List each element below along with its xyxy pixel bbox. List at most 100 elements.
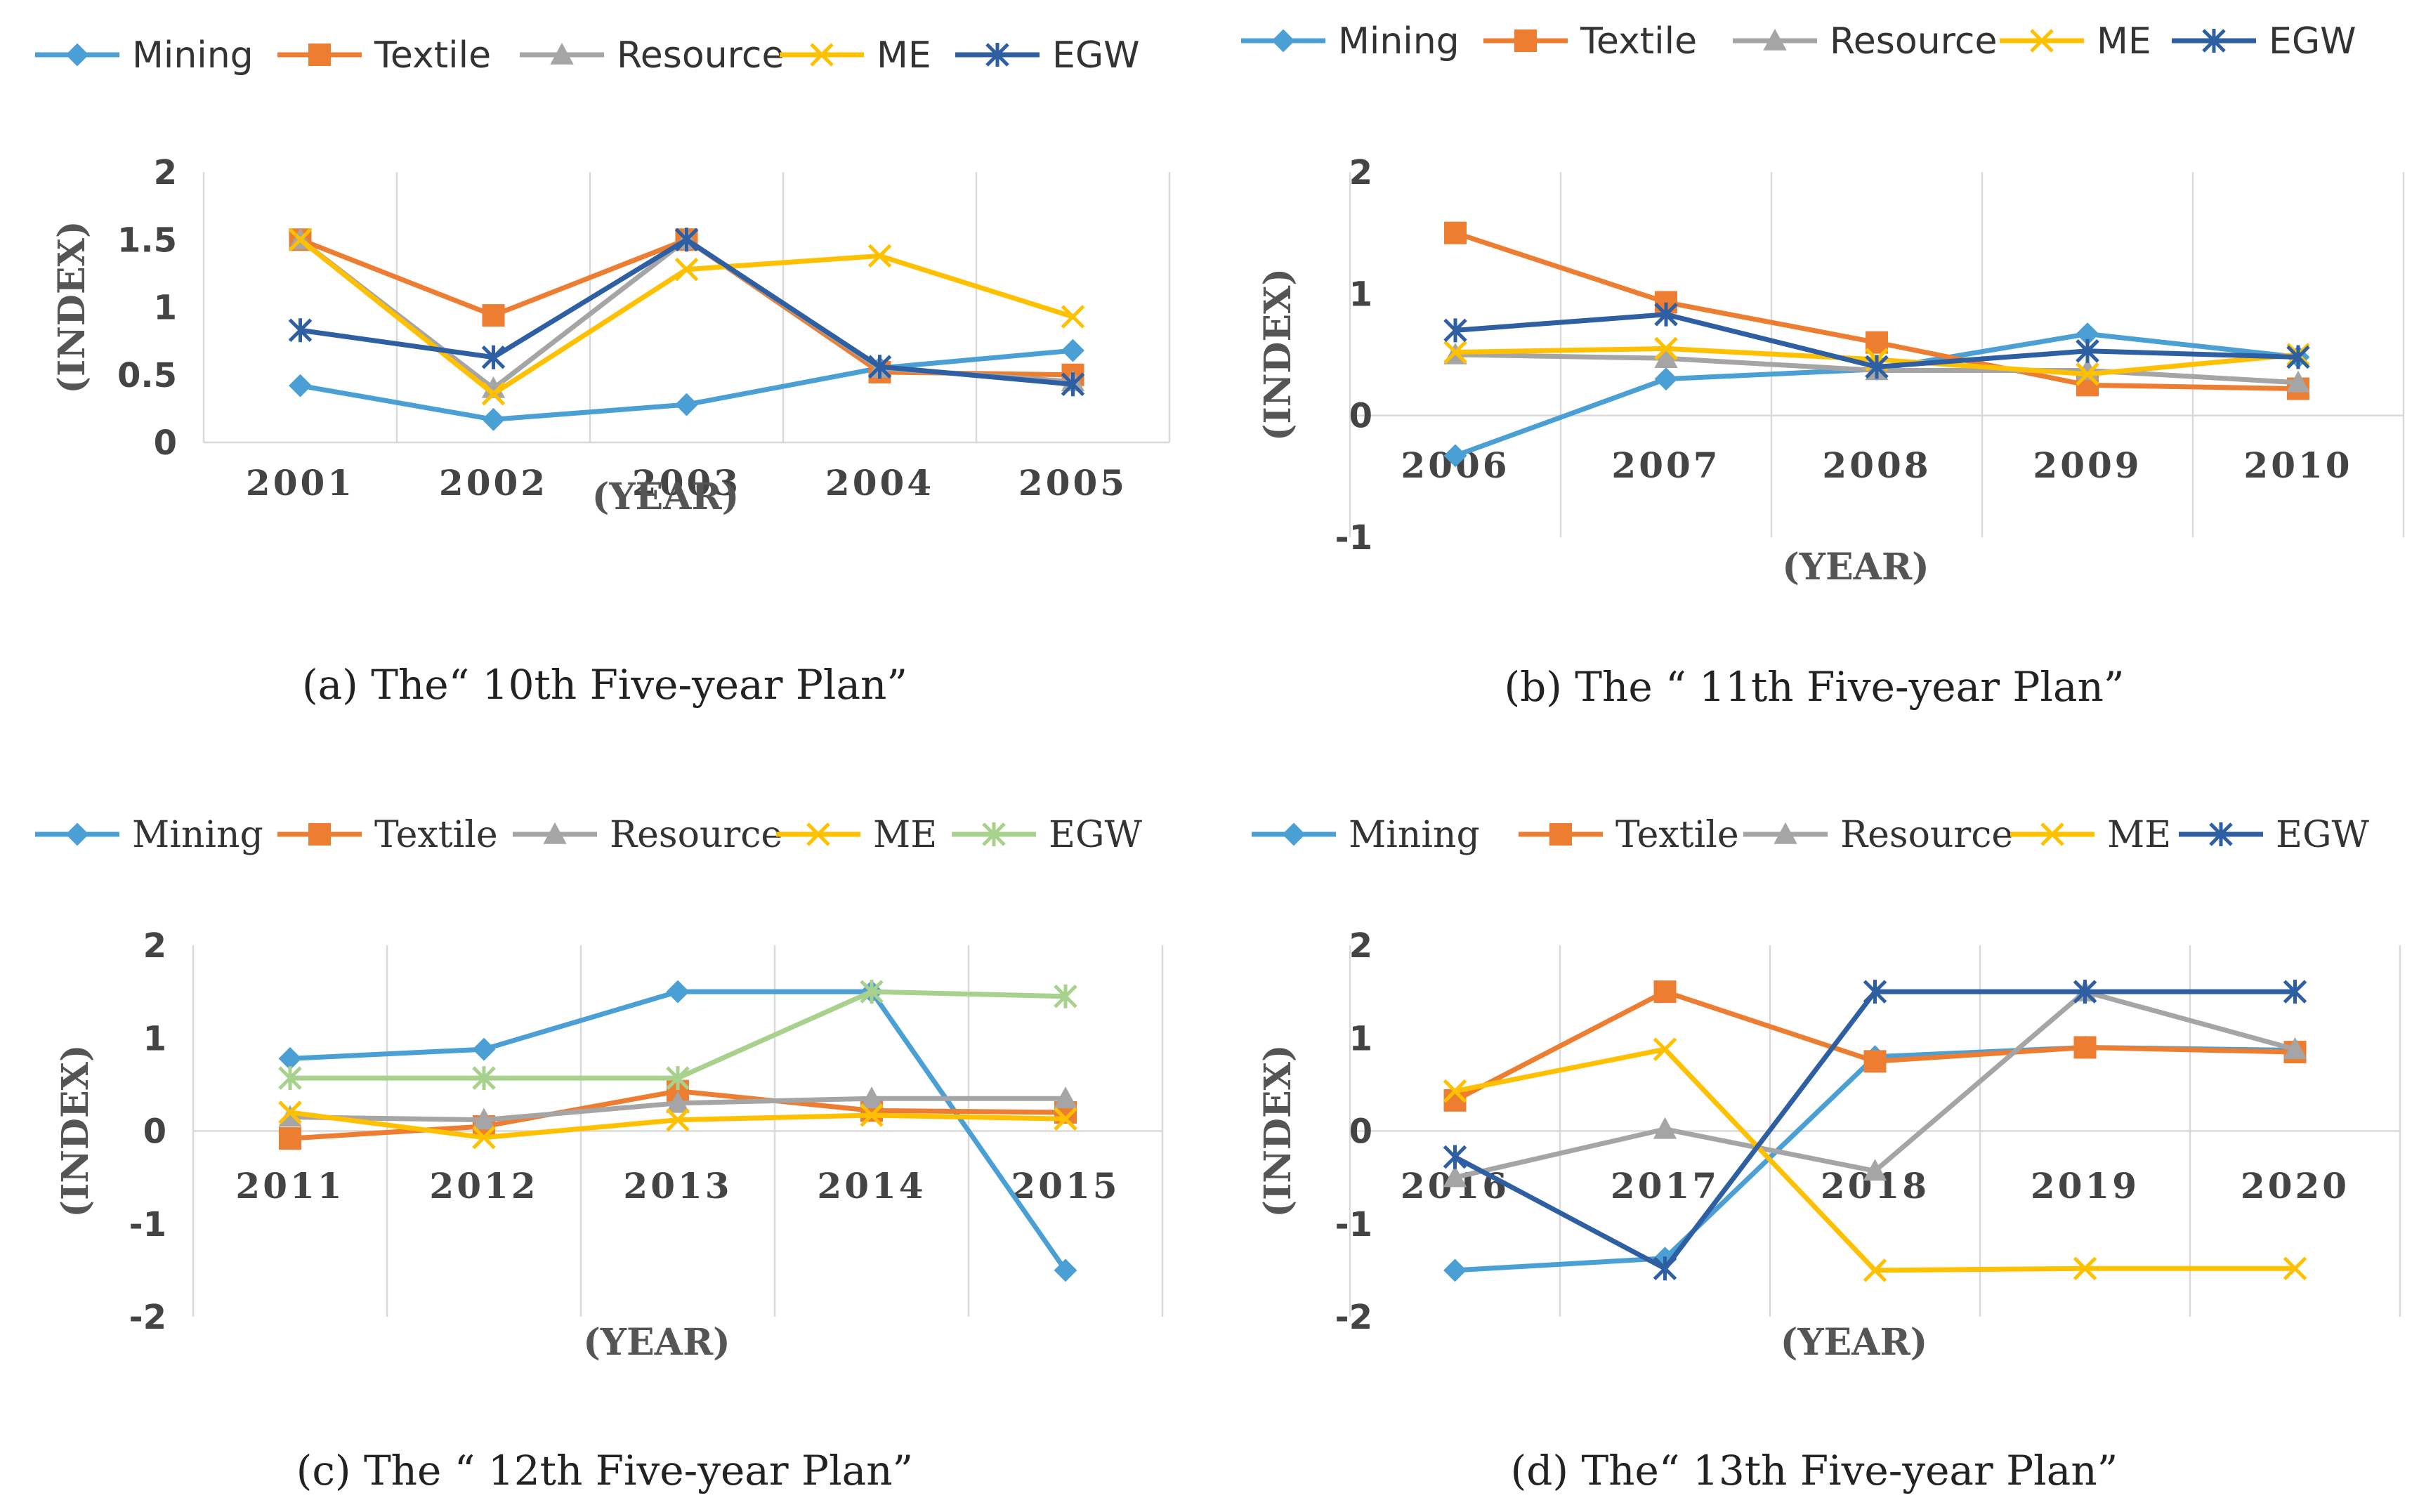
- data-point-resource: [472, 1107, 496, 1130]
- legend-label-mining: Mining: [1349, 814, 1480, 856]
- legend-label-me: ME: [2107, 814, 2171, 856]
- y-tick-label: 0: [143, 1112, 166, 1152]
- data-point-me: [1654, 336, 1678, 361]
- data-point-resource: [1443, 1165, 1467, 1188]
- data-point-mining: [1654, 367, 1678, 391]
- y-tick-label: 2: [143, 926, 166, 966]
- y-tick-label: 1: [154, 289, 177, 328]
- legend-label-mining: Mining: [1338, 20, 1460, 63]
- data-point-mining: [1054, 1258, 1077, 1282]
- chart-panel-a: 0 0.5 1 1.5 2 2001 2002 2003 2004 2005 (INDEX) (YEA…: [0, 0, 1210, 756]
- y-tick-label: 1.5: [117, 221, 177, 260]
- legend-label-resource: Resource: [1840, 814, 2013, 856]
- series-line-mining: [1455, 1044, 2295, 1273]
- legend-label-textile: Textile: [374, 34, 491, 77]
- data-point-mining: [289, 374, 312, 397]
- legend-marker-textile: [1514, 29, 1537, 52]
- data-point-resource: [1863, 1159, 1887, 1181]
- data-point-me: [278, 1100, 302, 1124]
- x-tick-label: 2014: [817, 1165, 926, 1207]
- x-tick-label: 2010: [2243, 445, 2352, 486]
- data-point-me: [867, 244, 892, 268]
- y-tick-label: 0: [154, 423, 177, 463]
- series-egw: [1443, 980, 2307, 1281]
- series-me: [278, 1100, 1077, 1150]
- data-point-egw: [1654, 302, 1678, 327]
- legend-label-egw: EGW: [2276, 814, 2369, 856]
- x-tick-label: 2013: [623, 1165, 732, 1207]
- y-tick-label: 0: [1349, 1112, 1372, 1152]
- data-point-textile: [1863, 1050, 1887, 1073]
- data-point-egw: [867, 355, 892, 379]
- data-point-egw: [1443, 318, 1467, 343]
- x-tick-label: 2005: [1018, 462, 1127, 504]
- x-axis-title: (YEAR): [583, 1321, 730, 1364]
- y-axis-title: (INDEX): [54, 1044, 97, 1217]
- legend-label-resource: Resource: [610, 814, 782, 856]
- data-point-resource: [2286, 370, 2310, 393]
- data-point-me: [1653, 1037, 1677, 1061]
- data-point-me: [2073, 1256, 2097, 1280]
- chart-caption: (c) The “ 12th Five-year Plan”: [296, 1447, 913, 1494]
- data-point-me: [1443, 340, 1467, 364]
- legend-label-mining: Mining: [132, 34, 254, 77]
- legend-marker-egw: [2202, 29, 2226, 53]
- data-point-me: [288, 228, 313, 252]
- legend-marker-mining: [1282, 822, 1306, 846]
- data-point-egw: [2073, 980, 2097, 1004]
- legend-marker-resource: [543, 822, 567, 844]
- series-egw: [1443, 302, 2310, 379]
- legend-marker-me: [810, 43, 834, 67]
- data-point-resource: [1054, 1086, 1077, 1108]
- x-axis-title: (YEAR): [592, 475, 740, 518]
- chart-caption: (d) The“ 13th Five-year Plan”: [1511, 1447, 2118, 1494]
- legend-marker-mining: [65, 43, 89, 67]
- series-egw: [288, 228, 1085, 397]
- legend-label-me: ME: [873, 814, 937, 856]
- y-tick-label: 1: [1349, 1019, 1372, 1058]
- data-point-mining: [278, 1046, 302, 1070]
- series-line-resource: [299, 237, 1073, 391]
- x-tick-label: 2019: [2031, 1165, 2139, 1207]
- data-point-egw: [2286, 345, 2310, 369]
- legend-marker-resource: [1774, 822, 1797, 844]
- series-resource: [1443, 980, 2307, 1188]
- data-point-me: [666, 1107, 690, 1132]
- data-point-textile: [2073, 1036, 2097, 1059]
- legend-marker-textile: [1549, 823, 1572, 846]
- legend-label-textile: Textile: [1580, 20, 1697, 63]
- data-point-egw: [674, 228, 699, 252]
- data-point-me: [1863, 1258, 1887, 1282]
- legend-label-resource: Resource: [1830, 20, 1997, 63]
- x-tick-label: 2008: [1822, 445, 1931, 486]
- legend: Mining Textile Resource ME EGW: [35, 814, 1142, 856]
- data-point-mining: [1061, 338, 1084, 362]
- x-tick-label: 2003: [632, 462, 741, 504]
- chart-panel-b: -101220062007200820092010(INDEX)(YEAR)Mi…: [1210, 0, 2419, 756]
- data-point-egw: [481, 345, 506, 369]
- x-tick-label: 2009: [2033, 445, 2142, 486]
- x-tick-label: 2007: [1611, 445, 1720, 486]
- legend-marker-me: [2040, 822, 2064, 846]
- chart-svg-a: 0 0.5 1 1.5 2 2001 2002 2003 2004 2005 (INDEX) (YEA…: [35, 34, 1171, 709]
- legend-marker-egw: [982, 822, 1006, 846]
- y-tick-label: 2: [1349, 926, 1372, 966]
- x-tick-label: 2017: [1611, 1165, 1719, 1207]
- data-point-me: [481, 381, 506, 406]
- data-point-me: [860, 1103, 884, 1127]
- data-point-textile: [1444, 221, 1467, 244]
- x-tick-label: 2011: [235, 1165, 344, 1207]
- chart-panel-c: -2 -1 0 1 2 2011 2012 2013 2014 2015 (INDEX) (YEAR)…: [0, 756, 1210, 1511]
- x-axis-title: (YEAR): [1781, 1321, 1928, 1364]
- legend: Mining Textile Resource ME EGW: [35, 34, 1140, 77]
- y-tick-label: 2: [154, 153, 177, 192]
- legend-marker-mining: [65, 822, 89, 846]
- legend-label-me: ME: [2097, 20, 2151, 63]
- legend-marker-egw: [2209, 822, 2233, 846]
- data-point-egw: [1061, 372, 1085, 397]
- legend: Mining Textile Resource ME EGW: [1241, 20, 2356, 63]
- y-tick-label: -1: [1335, 518, 1372, 558]
- series-mining: [1443, 1036, 2307, 1282]
- data-point-egw: [860, 980, 884, 1004]
- x-tick-label: 2004: [825, 462, 934, 504]
